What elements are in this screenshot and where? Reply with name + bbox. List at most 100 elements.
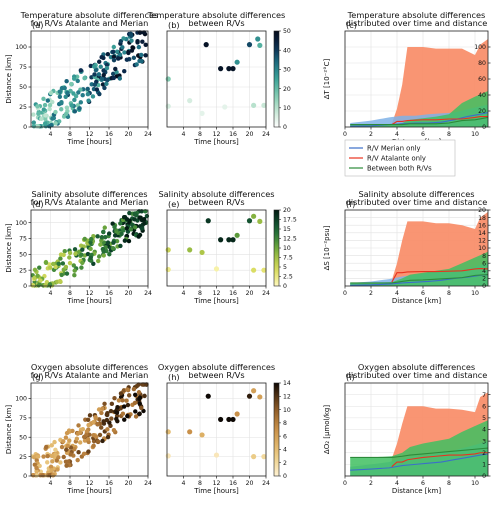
colorbar-tick-label: 8 xyxy=(283,420,287,427)
between-point xyxy=(246,218,253,224)
scatter-point xyxy=(38,278,43,283)
scatter-ytick-label: 0 xyxy=(23,473,27,480)
scatter-point xyxy=(78,68,84,73)
dist-line-atalante xyxy=(391,452,488,468)
dist-ytick-label: 0 xyxy=(482,473,486,480)
scatter-point xyxy=(105,427,110,432)
scatter-point xyxy=(143,53,148,58)
scatter-point xyxy=(97,417,102,422)
between-point xyxy=(199,432,205,438)
colorbar-tick-label: 14 xyxy=(283,380,291,387)
between-point xyxy=(261,454,267,460)
panel-letter: (h) xyxy=(168,372,180,382)
scatter-point xyxy=(140,382,145,387)
between-point xyxy=(218,416,224,423)
colorbar-tick-label: 4 xyxy=(283,447,287,454)
scatter-point xyxy=(63,111,69,117)
scatter-point xyxy=(51,473,56,478)
scatter-point xyxy=(73,251,78,257)
scatter-point xyxy=(135,38,140,44)
scatter-point xyxy=(52,439,57,445)
scatter-point xyxy=(58,460,63,465)
between-xlabel: Time [hours] xyxy=(193,297,239,305)
scatter-point xyxy=(143,42,148,48)
scatter-xtick-label: 20 xyxy=(125,131,133,138)
scatter-ytick-label: 75 xyxy=(19,236,27,243)
scatter-point xyxy=(53,447,58,453)
between-point xyxy=(165,247,171,253)
scatter-point xyxy=(49,443,54,448)
colorbar-tick-label: 2 xyxy=(283,460,287,467)
scatter-point xyxy=(53,264,58,270)
scatter-point xyxy=(48,464,54,470)
scatter-point xyxy=(88,236,94,242)
scatter-ytick-label: 50 xyxy=(19,434,27,441)
scatter-point xyxy=(114,410,120,415)
scatter-xtick-label: 12 xyxy=(86,290,94,297)
between-point xyxy=(255,36,261,42)
scatter-point xyxy=(76,450,81,455)
dist-ylabel: ΔT [10⁻²°C] xyxy=(323,58,331,99)
between-xtick-label: 16 xyxy=(229,290,237,297)
scatter-point xyxy=(96,254,102,259)
scatter-point xyxy=(100,246,106,252)
between-xtick-label: 16 xyxy=(229,480,237,487)
scatter-point xyxy=(72,97,77,103)
scatter-point xyxy=(74,436,80,441)
dist-ytick-label: 80 xyxy=(478,60,486,67)
between-point xyxy=(251,267,257,273)
scatter-point xyxy=(54,458,60,463)
scatter-point xyxy=(31,120,37,125)
between-point xyxy=(165,429,171,435)
between-xlabel: Time [hours] xyxy=(193,487,239,495)
dist-ytick-label: 2 xyxy=(482,276,486,283)
between-point xyxy=(230,416,236,423)
scatter-point xyxy=(107,252,112,257)
scatter-point xyxy=(115,56,121,61)
panel-title: distributed over time and distance xyxy=(346,18,488,28)
scatter-point xyxy=(69,81,74,87)
scatter-point xyxy=(124,226,130,231)
scatter-xtick-label: 8 xyxy=(68,290,72,297)
scatter-point xyxy=(99,76,105,81)
dist-ylabel: ΔS [10⁻²psu] xyxy=(323,225,331,270)
scatter-point xyxy=(101,68,106,73)
dist-ytick-label: 10 xyxy=(478,245,486,252)
scatter-point xyxy=(92,72,97,77)
dist-xtick-label: 8 xyxy=(447,131,451,138)
colorbar-tick-label: 12.5 xyxy=(283,236,297,243)
scatter-point xyxy=(132,400,138,406)
scatter-point xyxy=(45,98,50,103)
panel-title: for R/Vs Atalante and Merian xyxy=(31,370,149,380)
scatter-point xyxy=(137,58,142,64)
scatter-point xyxy=(137,401,142,406)
scatter-point xyxy=(42,121,48,126)
scatter-point xyxy=(112,233,118,238)
between-point xyxy=(165,103,171,109)
scatter-point xyxy=(45,453,50,459)
between-xtick-label: 4 xyxy=(182,480,186,487)
scatter-point xyxy=(110,246,116,251)
panel-title: distributed over time and distance xyxy=(346,197,488,207)
scatter-point xyxy=(111,44,117,50)
scatter-point xyxy=(81,451,87,457)
scatter-point xyxy=(111,75,116,81)
scatter-point xyxy=(92,64,97,69)
scatter-point xyxy=(100,406,105,411)
scatter-point xyxy=(92,82,98,87)
panel-title: Temperature absolute differences xyxy=(347,10,486,20)
scatter-point xyxy=(41,107,47,112)
scatter-point xyxy=(122,238,128,243)
scatter-point xyxy=(72,447,77,452)
scatter-point xyxy=(89,75,94,80)
scatter-point xyxy=(31,124,37,129)
colorbar-tick-label: 6 xyxy=(283,433,287,440)
scatter-point xyxy=(64,430,70,436)
scatter-ytick-label: 25 xyxy=(19,454,27,461)
scatter-point xyxy=(85,417,91,423)
scatter-point xyxy=(85,251,91,257)
between-xtick-label: 24 xyxy=(262,480,270,487)
scatter-point xyxy=(76,90,81,95)
scatter-point xyxy=(43,113,48,118)
